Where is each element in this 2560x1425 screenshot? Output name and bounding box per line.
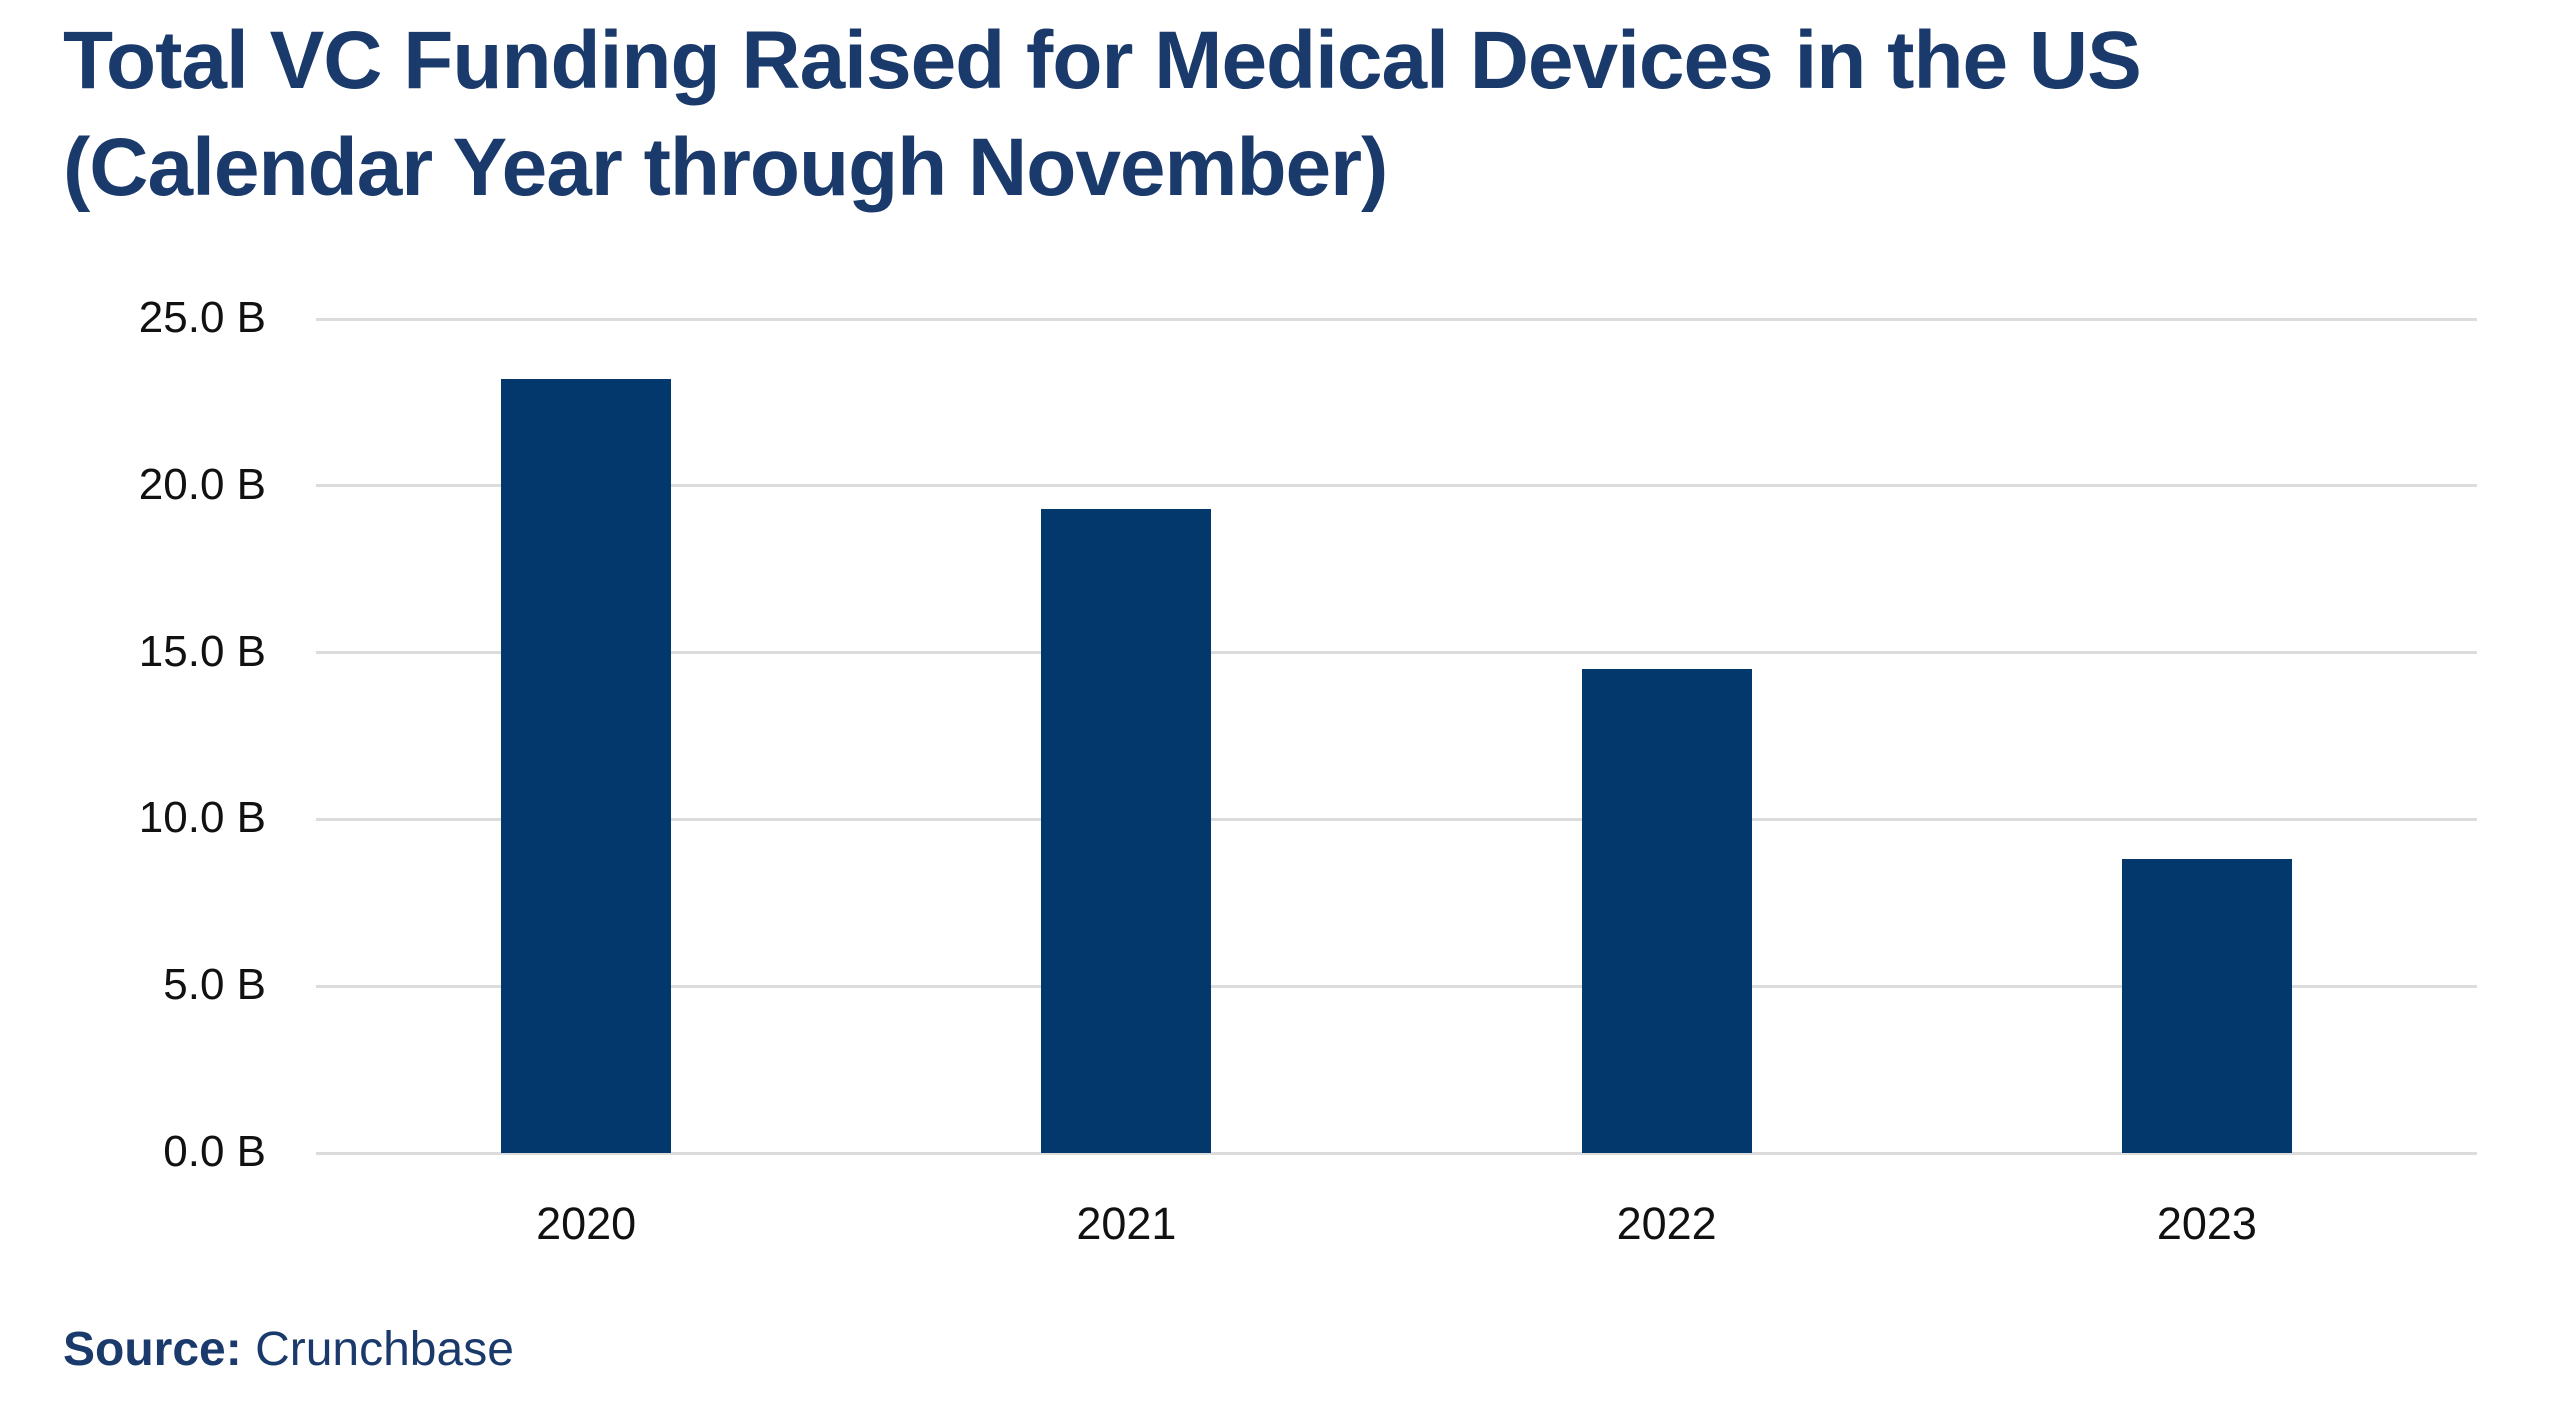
y-axis-tick-label: 20.0 B — [138, 459, 266, 509]
y-axis-tick-label: 10.0 B — [138, 793, 266, 843]
y-axis-tick-label: 25.0 B — [138, 293, 266, 342]
source-note: Source: Crunchbase — [63, 1322, 514, 1377]
y-axis-tick-label: 5.0 B — [163, 960, 266, 1010]
bar-2023 — [2121, 859, 2292, 1153]
y-axis-tick-label: 0.0 B — [163, 1127, 266, 1176]
source-label: Source: — [63, 1323, 242, 1376]
bar-2022 — [1581, 669, 1752, 1153]
x-axis-label-2021: 2021 — [1076, 1198, 1177, 1249]
bar-2021 — [1041, 509, 1212, 1153]
bar-2020 — [501, 379, 672, 1153]
chart-title-line2: (Calendar Year through November) — [63, 121, 1388, 213]
y-axis-tick-label: 15.0 B — [138, 626, 266, 676]
x-axis-label-2023: 2023 — [2156, 1198, 2257, 1249]
x-axis-label-2022: 2022 — [1616, 1198, 1717, 1249]
gridline-15.0-B — [316, 651, 2477, 655]
gridline-25.0-B — [316, 317, 2477, 321]
gridline-20.0-B — [316, 484, 2477, 488]
gridline-5.0-B — [316, 984, 2477, 988]
gridline-10.0-B — [316, 817, 2477, 821]
chart-title-line1: Total VC Funding Raised for Medical Devi… — [63, 15, 2142, 106]
gridline-0.0-B — [316, 1151, 2477, 1155]
source-value: Crunchbase — [255, 1323, 514, 1376]
chart-title: Total VC Funding Raised for Medical Devi… — [63, 8, 2142, 221]
x-axis-label-2020: 2020 — [536, 1198, 637, 1249]
